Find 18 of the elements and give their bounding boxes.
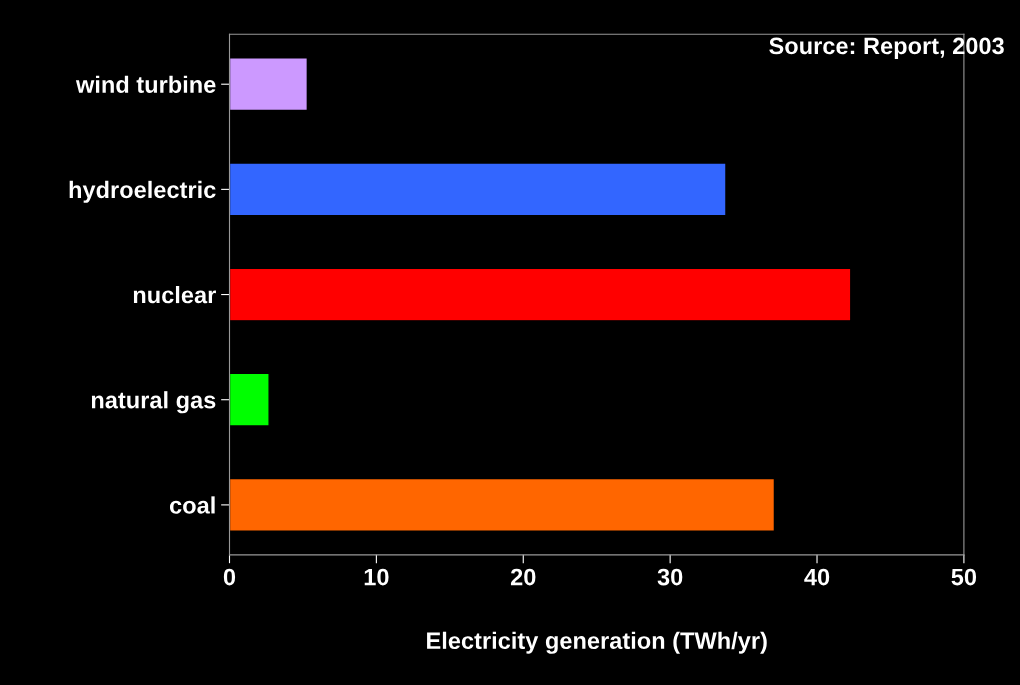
- y-tick-label: natural gas: [91, 391, 216, 414]
- bar: [229, 162, 727, 217]
- bar: [229, 477, 776, 532]
- x-tick-label: 50: [951, 568, 977, 586]
- x-tick-label: 0: [223, 568, 236, 586]
- x-tick-label: 10: [364, 568, 389, 586]
- bar: [229, 372, 270, 427]
- y-tick-label: coal: [169, 496, 215, 514]
- y-tick-label: hydroelectric: [69, 180, 216, 203]
- annotation: Source: Report, 2003: [769, 37, 1004, 59]
- x-tick-label: 20: [510, 568, 536, 586]
- x-tick-label: 40: [804, 568, 830, 586]
- x-tick-label: 30: [657, 568, 683, 586]
- y-tick-label: wind turbine: [75, 75, 216, 93]
- bar: [229, 267, 852, 322]
- y-tick-label: nuclear: [133, 285, 216, 304]
- bar: [229, 57, 309, 112]
- x-axis-title: Electricity generation (TWh/yr): [427, 631, 767, 654]
